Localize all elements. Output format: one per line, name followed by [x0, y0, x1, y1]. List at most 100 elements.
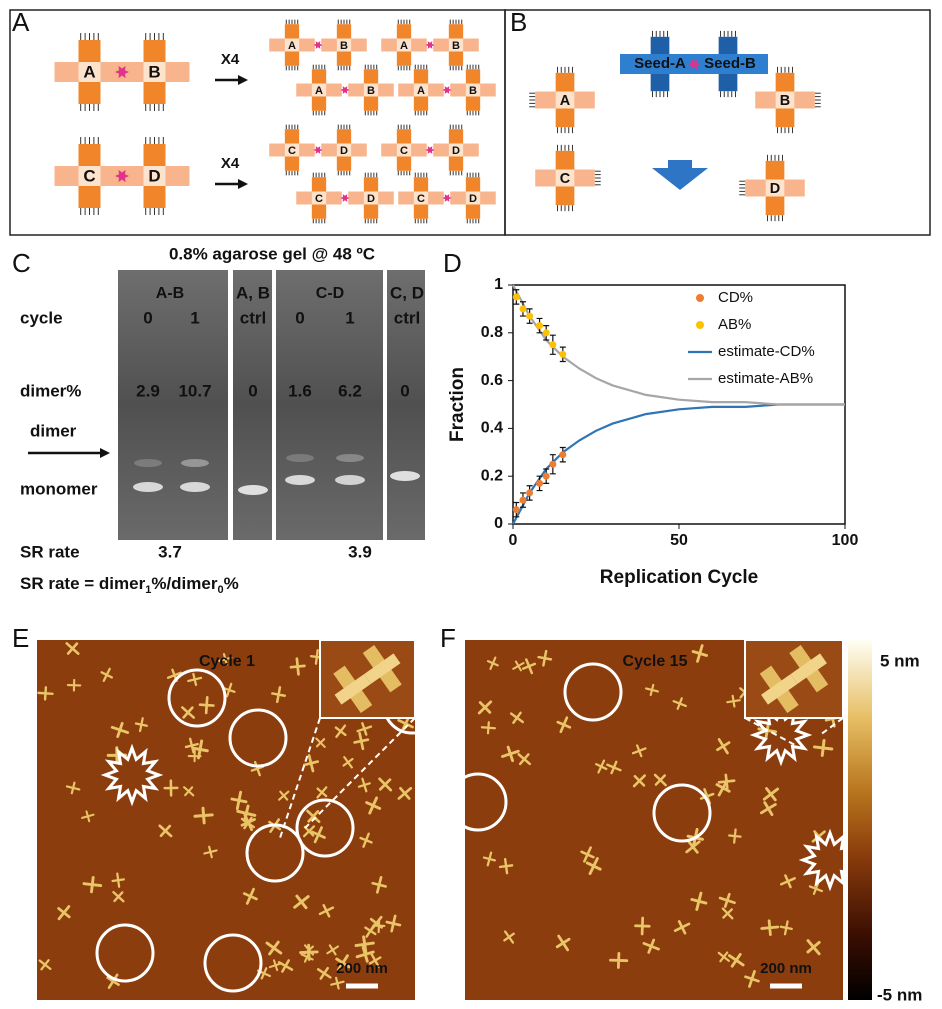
data-point: [513, 293, 520, 300]
tile-label: D: [469, 193, 477, 205]
colorbar-max: 5 nm: [880, 651, 920, 670]
dna-tile: A: [55, 33, 125, 111]
data-point: [536, 322, 543, 329]
afm-title: Cycle 1: [199, 653, 255, 670]
dna-tile: B: [755, 67, 820, 133]
tile-label: A: [83, 62, 95, 81]
y-tick-label: 1: [494, 276, 503, 293]
panel-letter: A: [12, 7, 30, 37]
linker: [425, 146, 434, 154]
y-tick-label: 0.2: [481, 467, 503, 484]
label: ctrl: [240, 308, 266, 327]
dna-tile: B: [321, 20, 367, 71]
formula-part: SR rate = dimer: [20, 574, 146, 593]
label: cycle: [20, 308, 63, 327]
data-point: [536, 480, 543, 487]
label: SR rate: [20, 542, 80, 561]
seed-label: Seed-B: [704, 55, 756, 72]
legend-label: AB%: [718, 316, 751, 333]
monomer-band: [133, 482, 163, 492]
x-tick-label: 0: [509, 532, 518, 549]
scale-bar-label: 200 nm: [760, 960, 812, 977]
label: 1: [190, 308, 199, 327]
tile-label: C: [288, 145, 296, 157]
dna-tile: B: [120, 33, 190, 111]
dna-tile: D: [321, 125, 367, 176]
linker: [442, 86, 451, 94]
label: 1.6: [288, 381, 312, 400]
scale-bar-label: 200 nm: [336, 960, 388, 977]
panel-letter: D: [443, 248, 462, 278]
dna-tile: D: [120, 137, 190, 215]
label: 0: [295, 308, 304, 327]
monomer-band: [285, 475, 315, 485]
dna-tile: B: [348, 65, 394, 116]
legend-marker: [696, 294, 704, 302]
label: 0: [248, 381, 257, 400]
dna-tile: A: [398, 65, 444, 116]
panel-letter: C: [12, 248, 31, 278]
lane-group: A-B: [156, 285, 184, 302]
dna-tile: C: [381, 125, 427, 176]
monomer-band: [180, 482, 210, 492]
dimer-band: [134, 459, 162, 467]
down-arrow: [652, 160, 708, 190]
x-axis-label: Replication Cycle: [600, 567, 758, 588]
multiplier: X4: [221, 51, 240, 68]
label: 3.9: [348, 542, 372, 561]
dna-tile: A: [529, 67, 594, 133]
linker: [340, 194, 349, 202]
tile-label: B: [452, 40, 460, 52]
dna-tile: A: [381, 20, 427, 71]
dimer-band: [336, 454, 364, 462]
legend-marker: [696, 321, 704, 329]
dna-tile: A: [296, 65, 342, 116]
data-point: [543, 473, 550, 480]
x-tick-label: 100: [832, 532, 859, 549]
legend-label: estimate-AB%: [718, 370, 813, 387]
x-tick-label: 50: [670, 532, 688, 549]
dna-tile: B: [433, 20, 479, 71]
legend-label: estimate-CD%: [718, 343, 815, 360]
label: 0: [143, 308, 152, 327]
label: dimer: [30, 421, 77, 440]
label: ctrl: [394, 308, 420, 327]
tile-label: C: [83, 166, 95, 185]
tile-label: D: [148, 166, 160, 185]
label: 2.9: [136, 381, 160, 400]
label: dimer%: [20, 381, 81, 400]
data-point: [526, 489, 533, 496]
data-point: [519, 497, 526, 504]
data-point: [513, 506, 520, 513]
dna-tile: D: [450, 173, 496, 224]
afm-image: [450, 639, 857, 1000]
estimate-line: [513, 405, 845, 525]
data-point: [519, 305, 526, 312]
label: 0: [400, 381, 409, 400]
lane-group: C-D: [316, 285, 344, 302]
dna-tile: C: [55, 137, 125, 215]
tile-label: A: [288, 40, 296, 52]
panel-letter: B: [510, 7, 527, 37]
page: {"panels": {"a": "A", "b": "B", "c": "C"…: [0, 0, 942, 1009]
tile-label: D: [452, 145, 460, 157]
tile-label: B: [148, 62, 160, 81]
afm-image: [36, 639, 440, 1000]
dna-tile: C: [535, 145, 600, 211]
linker: [313, 146, 322, 154]
dimer-band: [286, 454, 314, 462]
tile-label: C: [560, 171, 571, 187]
tile-label: C: [417, 193, 425, 205]
panel-letter: E: [12, 623, 29, 653]
label: 10.7: [178, 381, 211, 400]
dna-tile: C: [398, 173, 444, 224]
y-tick-label: 0.6: [481, 372, 503, 389]
colorbar-min: -5 nm: [877, 985, 922, 1004]
monomer-band: [335, 475, 365, 485]
dna-tile: C: [296, 173, 342, 224]
dna-tile: D: [739, 155, 804, 221]
multiplier: X4: [221, 155, 240, 172]
seed-label: Seed-A: [634, 55, 686, 72]
label: monomer: [20, 479, 98, 498]
tile-label: C: [315, 193, 323, 205]
